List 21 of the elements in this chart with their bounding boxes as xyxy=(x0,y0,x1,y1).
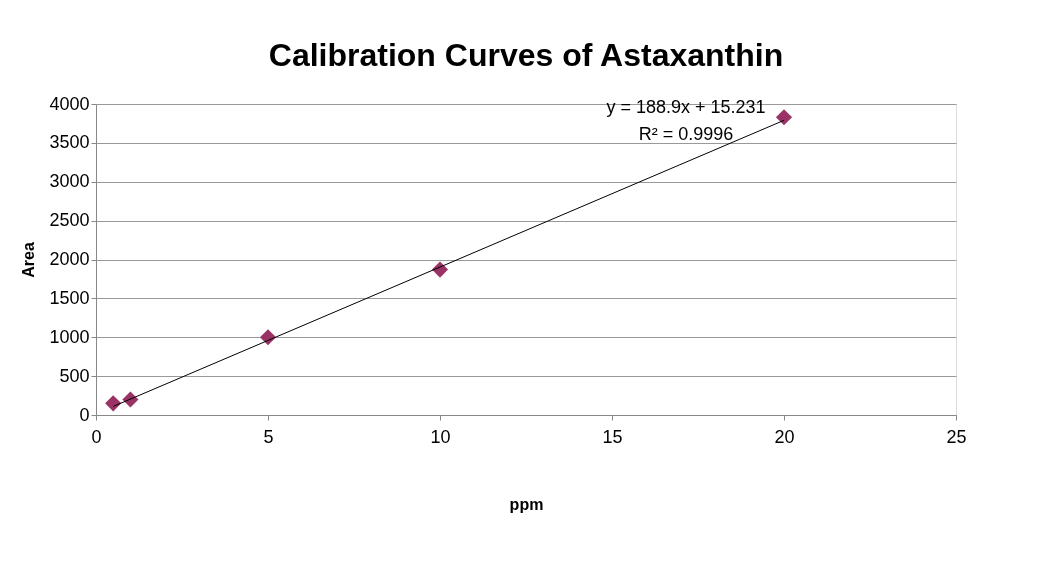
x-axis-title: ppm xyxy=(509,495,544,513)
y-tick-label: 2000 xyxy=(49,249,90,269)
x-tick-label: 5 xyxy=(263,426,274,447)
y-tick-label: 1500 xyxy=(49,287,90,308)
y-tick-label: 500 xyxy=(59,365,90,386)
chart-title: Calibration Curves of Astaxanthin xyxy=(268,37,784,73)
point xyxy=(105,395,122,412)
y-tick-label: 4000 xyxy=(49,93,90,114)
point xyxy=(775,109,793,126)
x-tick-label: 25 xyxy=(946,426,967,447)
y-tick-label: 0 xyxy=(79,404,90,425)
annotation: y = 188.9x + 15.231 xyxy=(606,97,766,117)
x-tick-label: 15 xyxy=(602,426,623,447)
y-tick-label: 3500 xyxy=(49,132,90,153)
y-tick-label: 3000 xyxy=(49,171,90,192)
y-tick-label: 1000 xyxy=(49,326,90,347)
x-tick-label: 10 xyxy=(430,426,451,447)
y-tick-label: 2500 xyxy=(49,210,90,231)
annotation: R² = 0.9996 xyxy=(638,124,734,144)
x-tick-label: 20 xyxy=(774,426,795,447)
y-axis-title: Area xyxy=(20,242,38,278)
